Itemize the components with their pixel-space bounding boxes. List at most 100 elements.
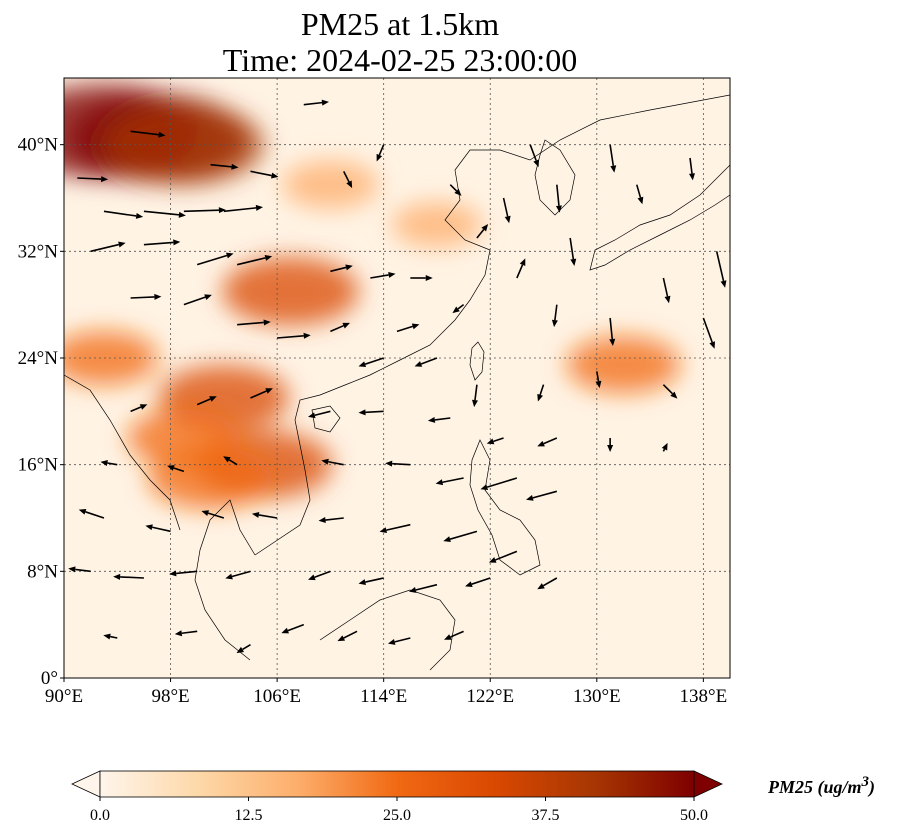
wind-arrow (551, 304, 558, 328)
colorbar-extend-max (693, 770, 723, 798)
wind-arrow (113, 573, 144, 580)
wind-arrow (516, 258, 526, 279)
colorbar-tick-label: 12.5 (235, 807, 263, 824)
lon-tick-label: 122°E (466, 686, 514, 707)
wind-arrow (502, 197, 511, 224)
wind-arrow (635, 184, 644, 205)
wind-arrow (103, 210, 144, 219)
philippines-coast (469, 439, 541, 576)
lat-tick-label: 16°N (18, 455, 59, 476)
wind-arrow (337, 630, 358, 642)
lat-tick-label: 0° (41, 668, 58, 689)
wind-arrow (358, 577, 384, 586)
wind-arrow (201, 510, 225, 519)
china-coast (254, 94, 730, 556)
wind-arrow (210, 163, 239, 170)
lon-tick-label: 90°E (45, 686, 83, 707)
wind-arrow (68, 566, 91, 573)
wind-arrow (196, 396, 217, 406)
colorbar-tick-label: 0.0 (90, 807, 110, 824)
wind-arrow (358, 409, 384, 416)
lon-tick-label: 138°E (680, 686, 728, 707)
colorbar-tick-label: 25.0 (383, 807, 411, 824)
wind-arrow (174, 630, 198, 637)
wind-arrow (358, 357, 384, 368)
indochina-coast (194, 499, 256, 661)
wind-arrow (308, 570, 331, 581)
units-text: PM25 (ug/m (768, 777, 862, 797)
wind-arrow (281, 623, 305, 634)
wind-arrow (90, 241, 126, 253)
wind-arrow (480, 477, 518, 491)
wind-arrow (449, 184, 462, 196)
pm25-hotspot (282, 160, 379, 209)
wind-arrow (555, 184, 562, 213)
wind-arrow (609, 144, 617, 173)
map-title-line1: PM25 at 1.5km (300, 6, 500, 42)
lat-tick-label: 40°N (18, 135, 59, 156)
units-close: ) (869, 777, 876, 797)
wind-arrow (715, 251, 727, 288)
wind-arrow (143, 210, 186, 218)
wind-arrow (321, 458, 344, 466)
map-title-line2: Time: 2024-02-25 23:00:00 (222, 42, 578, 78)
wind-arrow (103, 633, 118, 640)
wind-arrow (410, 275, 433, 281)
lon-tick-label: 130°E (573, 686, 621, 707)
lon-tick-label: 114°E (360, 686, 407, 707)
lon-tick-label: 106°E (253, 686, 301, 707)
lat-tick-label: 24°N (18, 348, 59, 369)
wind-arrow (250, 170, 279, 179)
colorbar-tick-label: 37.5 (532, 807, 560, 824)
wind-arrow (130, 404, 148, 413)
wind-arrow (308, 410, 331, 419)
wind-arrow (526, 490, 558, 501)
wind-arrow (486, 437, 504, 445)
wind-arrow (444, 630, 464, 640)
wind-arrow (452, 304, 465, 314)
wind-arrow (100, 460, 118, 466)
colorbar-ticks: 0.0 12.5 25.0 37.5 50.0 (90, 797, 708, 824)
wind-arrow (414, 357, 438, 367)
wind-arrow (472, 384, 478, 408)
lon-tick-label: 98°E (151, 686, 189, 707)
bay-of-bengal-coast (64, 374, 181, 531)
wind-arrow (330, 264, 353, 273)
wind-arrow (237, 319, 271, 326)
wind-arrow (529, 144, 539, 168)
japan-coast (589, 164, 730, 271)
map-panel: 90°E 98°E 106°E 114°E 122°E 130°E 138°E 0° 8°N 16… (18, 77, 731, 707)
pm25-field (64, 84, 681, 510)
borneo-coast (319, 589, 456, 671)
wind-arrow (537, 577, 558, 590)
lat-tick-label: 32°N (18, 241, 59, 262)
wind-arrow (167, 465, 185, 473)
wind-arrow (343, 170, 353, 189)
units-superscript: 3 (861, 774, 870, 790)
wind-arrow (379, 523, 411, 534)
wind-arrow (427, 416, 451, 423)
wind-arrow (408, 583, 438, 593)
wind-arrow (688, 157, 695, 181)
wind-arrow (250, 388, 273, 399)
wind-arrow (236, 254, 273, 266)
wind-arrow (183, 294, 212, 306)
wind-arrow (145, 524, 171, 533)
wind-arrow (537, 384, 545, 402)
pm25-hotspot (566, 336, 681, 394)
wind-arrow (169, 570, 198, 577)
pm25-hotspot (221, 257, 359, 326)
wind-arrow (143, 239, 181, 246)
wind-arrow (702, 317, 715, 349)
wind-arrow (183, 207, 226, 214)
pm25-hotspot (64, 330, 159, 386)
wind-arrow (569, 237, 577, 266)
wind-arrow (277, 332, 311, 339)
lat-tick-label: 8°N (27, 561, 58, 582)
wind-arrow (318, 517, 344, 524)
wind-arrow (196, 252, 234, 266)
pm25-hotspot (391, 201, 483, 248)
map-frame (63, 77, 731, 679)
wind-arrow (78, 508, 105, 519)
